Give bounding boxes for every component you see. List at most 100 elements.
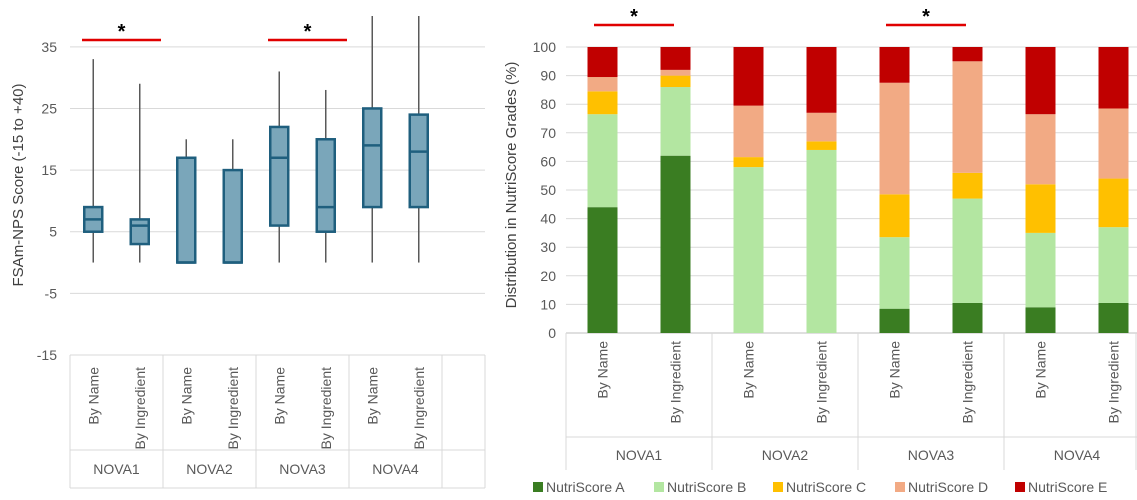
legend-swatch bbox=[895, 482, 905, 492]
y-tick-label: 90 bbox=[540, 68, 556, 84]
group-label: NOVA2 bbox=[762, 447, 809, 463]
group-label: NOVA1 bbox=[93, 461, 140, 477]
box-iqr bbox=[408, 113, 429, 209]
bar-segment-nutriscore-d bbox=[806, 112, 837, 142]
box-plot-chart: 35 25 15 5 -5 -15 FSAm-NPS Score (-15 to +40) N… bbox=[10, 16, 486, 489]
bar-segment-nutriscore-c bbox=[660, 75, 691, 88]
method-tick-label: By Ingredient bbox=[814, 341, 830, 424]
y-axis-title: FSAm-NPS Score (-15 to +40) bbox=[10, 84, 27, 287]
significance-marker: * bbox=[118, 21, 126, 43]
method-tick-label: By Name bbox=[741, 341, 757, 399]
y-tick-label: 5 bbox=[49, 224, 57, 240]
legend-label: NutriScore B bbox=[667, 479, 746, 495]
bar-segment-nutriscore-b bbox=[733, 167, 764, 333]
y-tick-label: 30 bbox=[540, 239, 556, 255]
bar-segment-nutriscore-a bbox=[1025, 307, 1056, 333]
bar-segment-nutriscore-a bbox=[952, 302, 983, 333]
box-iqr bbox=[176, 156, 197, 264]
group-label: NOVA4 bbox=[372, 461, 419, 477]
method-tick-label: By Ingredient bbox=[960, 341, 976, 424]
y-tick-label: 10 bbox=[540, 296, 556, 312]
y-axis-title: Distribution in NutriScore Grades (%) bbox=[503, 62, 520, 309]
legend-label: NutriScore D bbox=[908, 479, 988, 495]
group-label: NOVA3 bbox=[908, 447, 955, 463]
legend-swatch bbox=[773, 482, 783, 492]
y-tick-label: -15 bbox=[37, 347, 57, 363]
bar-segment-nutriscore-c bbox=[587, 91, 618, 115]
bar-segment-nutriscore-c bbox=[1025, 184, 1056, 233]
significance-marker: * bbox=[922, 6, 930, 28]
bar-segment-nutriscore-c bbox=[1098, 178, 1129, 228]
bar-segment-nutriscore-c bbox=[733, 157, 764, 168]
y-tick-label: 0 bbox=[548, 325, 556, 341]
method-tick-label: By Name bbox=[85, 367, 101, 425]
y-tick-label: 40 bbox=[540, 211, 556, 227]
bar-segment-nutriscore-d bbox=[879, 82, 910, 195]
bar-segment-nutriscore-a bbox=[660, 155, 691, 333]
significance-marker: * bbox=[304, 21, 312, 43]
bar-segment-nutriscore-e bbox=[733, 47, 764, 106]
stacked-bar-chart: 0 10 20 30 40 50 60 70 80 90 100 Distribution in Nu… bbox=[503, 6, 1137, 495]
box-iqr bbox=[362, 107, 383, 209]
box-iqr bbox=[315, 138, 336, 233]
y-tick-label: 35 bbox=[41, 39, 57, 55]
y-tick-label: 100 bbox=[533, 39, 557, 55]
method-tick-label: By Ingredient bbox=[132, 367, 148, 450]
significance-marker: * bbox=[630, 6, 638, 28]
y-tick-label: 15 bbox=[41, 162, 57, 178]
box-iqr bbox=[129, 218, 150, 246]
y-tick-label: 60 bbox=[540, 153, 556, 169]
bar-segment-nutriscore-b bbox=[806, 149, 837, 333]
bar-segment-nutriscore-e bbox=[1098, 47, 1129, 109]
bar-segment-nutriscore-e bbox=[1025, 47, 1056, 115]
method-tick-label: By Name bbox=[178, 367, 194, 425]
bar-segment-nutriscore-b bbox=[1025, 232, 1056, 308]
bar-segment-nutriscore-b bbox=[587, 114, 618, 208]
bar-segment-nutriscore-c bbox=[952, 172, 983, 199]
bar-segment-nutriscore-d bbox=[660, 69, 691, 76]
y-tick-label: 50 bbox=[540, 182, 556, 198]
method-tick-label: By Name bbox=[595, 341, 611, 399]
method-tick-label: By Name bbox=[364, 367, 380, 425]
group-label: NOVA4 bbox=[1054, 447, 1101, 463]
method-tick-label: By Ingredient bbox=[318, 367, 334, 450]
method-tick-label: By Ingredient bbox=[668, 341, 684, 424]
bar-segment-nutriscore-b bbox=[952, 198, 983, 303]
group-label: NOVA2 bbox=[186, 461, 233, 477]
legend-label: NutriScore E bbox=[1028, 479, 1107, 495]
bar-segment-nutriscore-c bbox=[806, 141, 837, 150]
legend-label: NutriScore C bbox=[786, 479, 866, 495]
legend-swatch bbox=[533, 482, 543, 492]
bar-segment-nutriscore-a bbox=[1098, 302, 1129, 333]
y-tick-label: 80 bbox=[540, 96, 556, 112]
method-tick-label: By Name bbox=[271, 367, 287, 425]
bar-segment-nutriscore-b bbox=[879, 237, 910, 309]
bar-segment-nutriscore-e bbox=[806, 47, 837, 113]
y-tick-label: -5 bbox=[45, 285, 58, 301]
bar-segment-nutriscore-b bbox=[660, 87, 691, 156]
bar-segment-nutriscore-a bbox=[587, 207, 618, 333]
bar-segment-nutriscore-d bbox=[1098, 108, 1129, 179]
bar-segment-nutriscore-c bbox=[879, 194, 910, 238]
legend-swatch bbox=[654, 482, 664, 492]
method-tick-label: By Ingredient bbox=[411, 367, 427, 450]
y-tick-label: 70 bbox=[540, 125, 556, 141]
bar-segment-nutriscore-d bbox=[733, 105, 764, 158]
box-iqr bbox=[222, 168, 243, 264]
bar-segment-nutriscore-e bbox=[879, 47, 910, 83]
bar-segment-nutriscore-a bbox=[879, 308, 910, 333]
group-label: NOVA3 bbox=[279, 461, 326, 477]
method-tick-label: By Name bbox=[1033, 341, 1049, 399]
group-label: NOVA1 bbox=[616, 447, 663, 463]
y-tick-label: 25 bbox=[41, 100, 57, 116]
method-tick-label: By Ingredient bbox=[225, 367, 241, 450]
bar-segment-nutriscore-d bbox=[952, 61, 983, 173]
method-tick-label: By Ingredient bbox=[1106, 341, 1122, 424]
box-iqr bbox=[269, 125, 290, 227]
bar-segment-nutriscore-e bbox=[952, 47, 983, 62]
bar-segment-nutriscore-e bbox=[587, 47, 618, 78]
bar-segment-nutriscore-b bbox=[1098, 227, 1129, 303]
method-tick-label: By Name bbox=[887, 341, 903, 399]
